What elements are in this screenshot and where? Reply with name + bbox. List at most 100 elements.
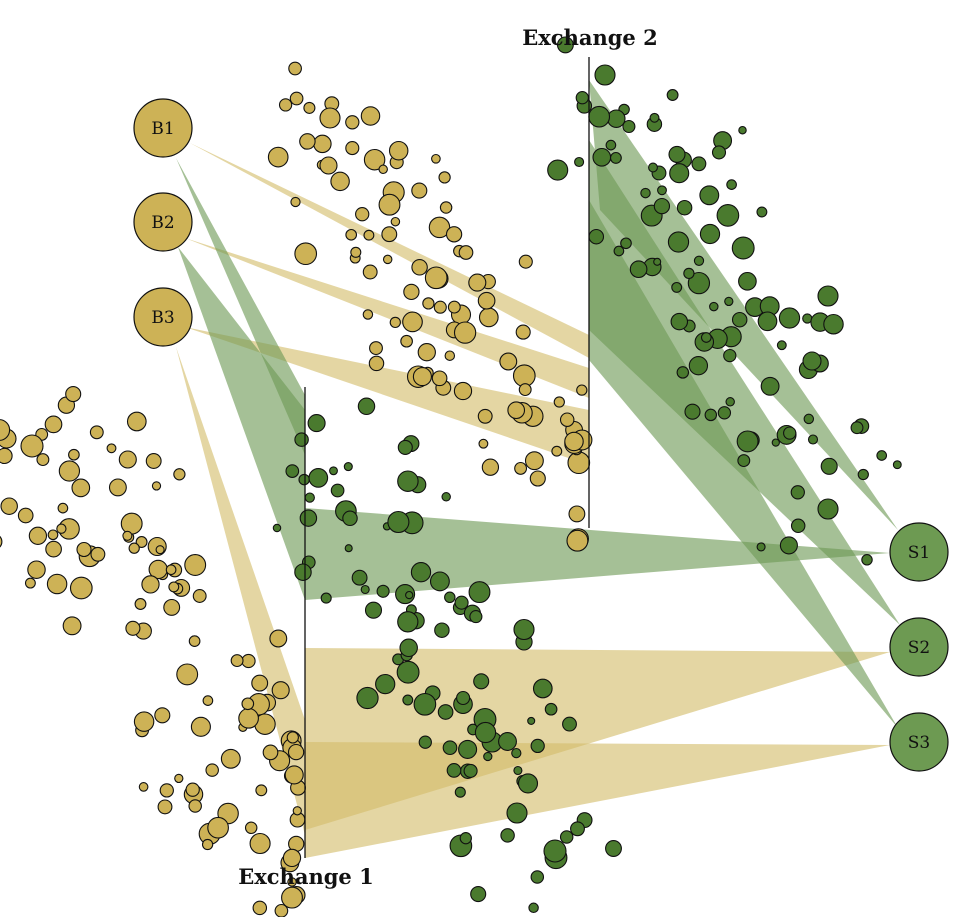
exchange1-buy-order <box>252 900 268 916</box>
exchange1-buy-order <box>46 573 68 595</box>
exchange2-buy-order <box>345 228 358 241</box>
exchange1-buy-order <box>176 663 199 686</box>
exchange2-sell-order <box>699 185 720 206</box>
exchange2-buy-order <box>453 321 477 344</box>
exchange1-buy-order <box>125 620 141 636</box>
exchange1-buy-order <box>56 523 67 534</box>
exchange2-sell-order <box>778 307 801 329</box>
exchange1-buy-order <box>286 731 299 744</box>
exchange2-sell-order <box>556 36 574 54</box>
exchange2-sell-order <box>622 119 636 134</box>
seller-node-s2-circle <box>889 617 949 677</box>
exchange2-sell-order <box>861 554 873 566</box>
exchange2-sell-order <box>738 125 747 135</box>
exchange1-sell-order <box>387 510 410 534</box>
exchange1-sell-order <box>513 765 523 776</box>
exchange2-sell-order <box>668 145 686 163</box>
exchange2-title: Exchange 2 <box>522 25 657 50</box>
exchange1-sell-order <box>459 832 472 845</box>
exchange1-sell-order <box>360 584 370 595</box>
exchange1-sell-order <box>434 622 450 638</box>
exchange1-sell-order <box>399 638 418 658</box>
exchange2-buy-order <box>403 283 420 301</box>
exchange2-sell-order <box>711 145 727 160</box>
exchange2-sell-order <box>676 199 693 216</box>
exchange2-sell-order <box>607 109 626 128</box>
exchange2-buy-order <box>444 350 456 361</box>
exchange1-sell-order <box>357 397 376 416</box>
exchange1-buy-order <box>174 773 184 784</box>
seller-node-s2: S2 <box>889 617 949 677</box>
exchange1-sell-order <box>320 592 332 604</box>
exchange2-sell-order <box>592 147 612 167</box>
exchange1-sell-order <box>463 763 478 778</box>
exchange1-buy-order <box>62 616 82 636</box>
exchange1-sell-order <box>543 839 567 863</box>
exchange1-sell-order <box>506 802 528 824</box>
exchange2-buy-order <box>363 148 386 171</box>
exchange2-buy-order <box>431 370 448 387</box>
exchange1-buy-order <box>122 530 133 541</box>
exchange2-sell-order <box>609 151 622 164</box>
exchange1-sell-order <box>570 821 585 837</box>
exchange1-sell-order <box>429 571 450 592</box>
exchange1-sell-order <box>454 595 469 610</box>
buyer-node-b2-circle <box>133 192 193 252</box>
exchange1-buy-order <box>184 554 207 576</box>
exchange1-buy-order <box>68 448 80 461</box>
exchange1-sell-order <box>456 690 471 706</box>
exchange2-sell-order <box>723 348 737 363</box>
exchange1-buy-order <box>249 832 271 855</box>
exchange1-buy-order <box>44 415 63 434</box>
flow-bands <box>176 80 900 858</box>
buyer-node-b1: B1 <box>133 98 193 158</box>
exchange2-sell-order <box>620 237 632 250</box>
exchange2-sell-order <box>588 105 611 128</box>
exchange2-sell-order <box>670 312 689 331</box>
exchange2-buy-order <box>382 254 393 265</box>
exchange1-sell-order <box>364 601 383 619</box>
exchange2-sell-order <box>817 498 839 520</box>
exchange2-buy-order <box>433 300 447 314</box>
participant-nodes: B1 B2 B3 S1 S2 S3 <box>133 98 949 772</box>
exchange2-buy-order <box>290 196 301 208</box>
exchange1-buy-order <box>151 481 162 491</box>
exchange2-sell-order <box>684 403 701 420</box>
band-b2-exchange1 <box>178 247 305 600</box>
exchange2-buy-order <box>319 107 341 129</box>
exchange2-buy-order <box>576 384 588 396</box>
exchange1-buy-order <box>89 425 104 440</box>
exchange1-buy-order <box>271 681 290 700</box>
exchange1-sell-order <box>298 473 310 486</box>
exchange1-buy-order <box>282 848 302 868</box>
exchange2-sell-order <box>736 430 759 453</box>
exchange2-buy-order <box>294 242 318 266</box>
exchange1-sell-order <box>329 466 338 476</box>
exchange2-buy-order <box>330 171 350 192</box>
exchange2-buy-order <box>378 193 401 216</box>
exchange2-sell-order <box>653 197 671 215</box>
exchange1-sell-order <box>454 786 466 798</box>
exchange1-buy-order <box>165 564 177 576</box>
exchange1-buy-order <box>287 743 305 761</box>
exchange1-buy-order <box>173 468 186 481</box>
exchange2-buy-order <box>388 140 409 161</box>
exchange2-buy-order <box>389 316 401 329</box>
exchange1-buy-order <box>120 512 143 535</box>
exchange2-buy-order <box>319 156 338 175</box>
exchange1-buy-order <box>230 654 244 668</box>
exchange1-buy-order <box>20 434 44 458</box>
exchange1-sell-order <box>397 470 419 492</box>
exchange1-sell-order <box>470 886 487 903</box>
exchange2-sell-order <box>687 271 711 295</box>
exchange2-sell-order <box>783 426 797 440</box>
exchange1-sell-order <box>473 673 490 690</box>
exchange2-sell-order <box>779 536 798 555</box>
exchange2-buy-order <box>390 216 401 227</box>
exchange2-sell-order <box>605 139 617 151</box>
exchange2-buy-order <box>288 61 302 76</box>
exchange2-sell-order <box>575 91 589 105</box>
exchange1-buy-order <box>262 744 279 761</box>
exchange2-buy-order <box>559 412 575 427</box>
exchange2-buy-order <box>360 106 381 126</box>
